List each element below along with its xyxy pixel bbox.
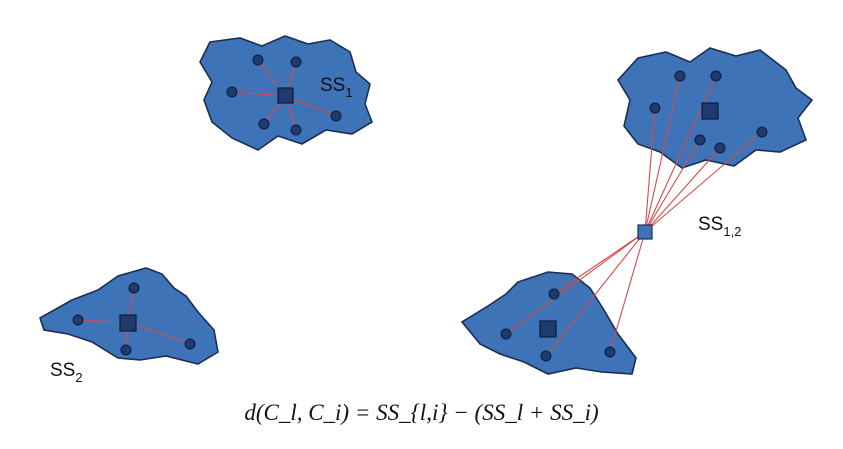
link: [553, 231, 646, 295]
label-ss1: SS1: [320, 75, 353, 100]
link: [545, 231, 646, 357]
distance-formula: d(C_l, C_i) = SS_{l,i} − (SS_l + SS_i): [244, 400, 599, 425]
centroid-ss2: [119, 314, 137, 332]
link: [644, 147, 721, 233]
data-point: [290, 56, 302, 68]
data-point: [330, 110, 342, 122]
data-point: [756, 126, 768, 138]
link: [644, 131, 763, 233]
centroid-top-right: [701, 102, 719, 120]
link: [644, 75, 717, 233]
label-ss12: SS1,2: [698, 214, 741, 239]
cluster-ss2: SS2: [39, 267, 219, 385]
link: [127, 321, 191, 345]
data-point: [674, 70, 686, 82]
data-point: [710, 70, 722, 82]
link: [644, 139, 701, 233]
merged-links: [505, 75, 763, 357]
link: [644, 75, 681, 233]
link: [644, 107, 656, 233]
data-point: [548, 288, 560, 300]
data-point: [184, 338, 196, 350]
centroid-bottom-right: [539, 320, 557, 338]
data-point: [649, 102, 661, 114]
data-point: [540, 350, 552, 362]
data-point: [290, 124, 302, 136]
data-point: [252, 54, 264, 66]
cluster-ss1: SS1: [199, 35, 373, 151]
data-point: [604, 346, 616, 358]
data-point: [226, 86, 238, 98]
label-ss2: SS2: [50, 360, 83, 385]
data-point: [72, 314, 84, 326]
link: [505, 231, 646, 335]
data-point: [258, 118, 270, 130]
data-point: [128, 282, 140, 294]
centroid-ss1: [277, 87, 294, 104]
data-point: [500, 328, 512, 340]
link: [609, 231, 646, 353]
data-point: [694, 134, 706, 146]
centroid-ss12: [637, 224, 653, 240]
data-point: [120, 344, 132, 356]
link: [231, 91, 286, 97]
data-point: [714, 142, 726, 154]
